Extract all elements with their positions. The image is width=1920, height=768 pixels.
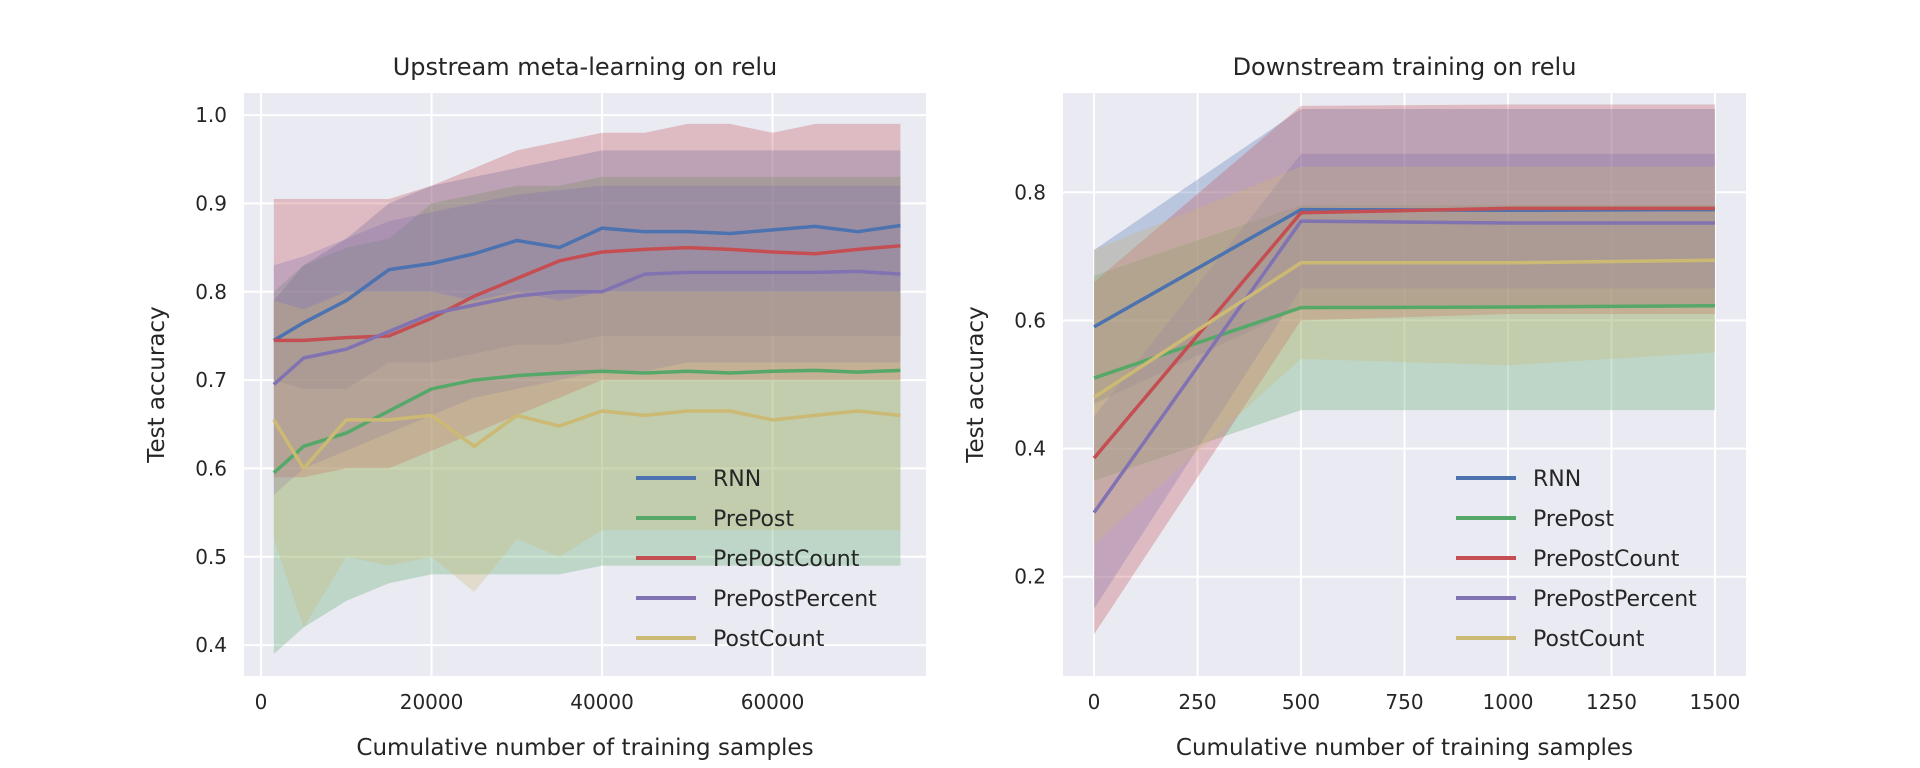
downstream-chart: 0 250 500 750 1000 1250 1500 0.2 0.4 0.6 0.8 Downs… xyxy=(963,53,1746,761)
y-tick-label: 1.0 xyxy=(195,103,227,127)
line-prepost xyxy=(1093,303,1715,380)
y-tick-label: 0.6 xyxy=(195,456,227,480)
x-tick-label: 1000 xyxy=(1483,690,1534,714)
legend-item-postcount: PostCount xyxy=(636,627,825,652)
legend-label: PrePost xyxy=(1533,507,1614,532)
y-tick-label: 0.9 xyxy=(195,191,227,215)
legend-label: PrePostPercent xyxy=(1533,587,1697,612)
y-tick-label: 0.2 xyxy=(1014,565,1046,589)
series-lines xyxy=(272,223,901,475)
x-axis-label: Cumulative number of training samples xyxy=(356,735,813,761)
x-tick-label: 1250 xyxy=(1586,690,1637,714)
x-tick-label: 60000 xyxy=(741,690,805,714)
legend-item-prepostcount: PrePostCount xyxy=(636,547,860,572)
x-tick-label: 250 xyxy=(1178,690,1216,714)
legend-item-prepostcount: PrePostCount xyxy=(1456,547,1680,572)
legend-label: RNN xyxy=(1533,467,1581,492)
line-rnn xyxy=(272,223,901,342)
tick-labels: 0 250 500 750 1000 1250 1500 0.2 0.4 0.6 0.8 xyxy=(1014,180,1740,714)
x-tick-label: 20000 xyxy=(400,690,464,714)
legend-label: RNN xyxy=(713,467,761,492)
chart-title: Downstream training on relu xyxy=(1233,53,1577,81)
band-postcount xyxy=(273,291,901,628)
legend-item-prepost: PrePost xyxy=(636,507,794,532)
x-tick-label: 0 xyxy=(1088,690,1101,714)
legend-label: PrePostPercent xyxy=(713,587,877,612)
y-tick-label: 0.5 xyxy=(195,545,227,569)
y-tick-label: 0.8 xyxy=(1014,180,1046,204)
upstream-chart: 0 20000 40000 60000 0.4 0.5 0.6 0.7 0.8 0.9 1.0 Up… xyxy=(144,53,926,761)
legend: RNN PrePost PrePostCount PrePostPercent Post… xyxy=(636,467,877,652)
line-postcount xyxy=(272,409,901,471)
line-prepost xyxy=(272,368,901,475)
legend: RNN PrePost PrePostCount PrePostPercent Post… xyxy=(1456,467,1697,652)
gridlines xyxy=(1063,93,1746,676)
legend-label: PrePostCount xyxy=(713,547,860,572)
legend-item-postcount: PostCount xyxy=(1456,627,1645,652)
legend-label: PostCount xyxy=(713,627,825,652)
legend-item-prepost: PrePost xyxy=(1456,507,1614,532)
tick-labels: 0 20000 40000 60000 0.4 0.5 0.6 0.7 0.8 0.9 1.0 xyxy=(195,103,804,714)
x-tick-label: 40000 xyxy=(570,690,634,714)
y-tick-label: 0.7 xyxy=(195,368,227,392)
legend-label: PrePost xyxy=(713,507,794,532)
y-axis-label: Test accuracy xyxy=(963,306,989,463)
legend-label: PrePostCount xyxy=(1533,547,1680,572)
legend-item-prepostpercent: PrePostPercent xyxy=(1456,587,1697,612)
y-axis-label: Test accuracy xyxy=(144,306,170,463)
line-prepostpercent xyxy=(272,269,901,386)
x-tick-label: 0 xyxy=(255,690,268,714)
series-lines xyxy=(1092,206,1715,514)
legend-label: PostCount xyxy=(1533,627,1645,652)
band-prepostpercent xyxy=(1094,153,1715,609)
line-prepostpercent xyxy=(1092,219,1715,514)
x-tick-label: 750 xyxy=(1385,690,1423,714)
line-postcount xyxy=(1093,258,1715,399)
legend-item-rnn: RNN xyxy=(636,467,761,492)
x-tick-label: 1500 xyxy=(1690,690,1741,714)
confidence-bands xyxy=(273,123,901,654)
x-axis-label: Cumulative number of training samples xyxy=(1176,735,1633,761)
line-prepostcount xyxy=(1092,206,1715,460)
chart-title: Upstream meta-learning on relu xyxy=(393,53,778,81)
line-prepostcount xyxy=(273,244,901,343)
band-rnn xyxy=(273,150,901,389)
y-tick-label: 0.8 xyxy=(195,280,227,304)
x-tick-label: 500 xyxy=(1282,690,1320,714)
band-rnn xyxy=(1094,109,1715,404)
plot-background xyxy=(244,93,926,676)
y-tick-label: 0.4 xyxy=(1014,437,1046,461)
y-tick-label: 0.6 xyxy=(1014,308,1046,332)
legend-item-prepostpercent: PrePostPercent xyxy=(636,587,877,612)
legend-item-rnn: RNN xyxy=(1456,467,1581,492)
y-tick-label: 0.4 xyxy=(195,633,227,657)
